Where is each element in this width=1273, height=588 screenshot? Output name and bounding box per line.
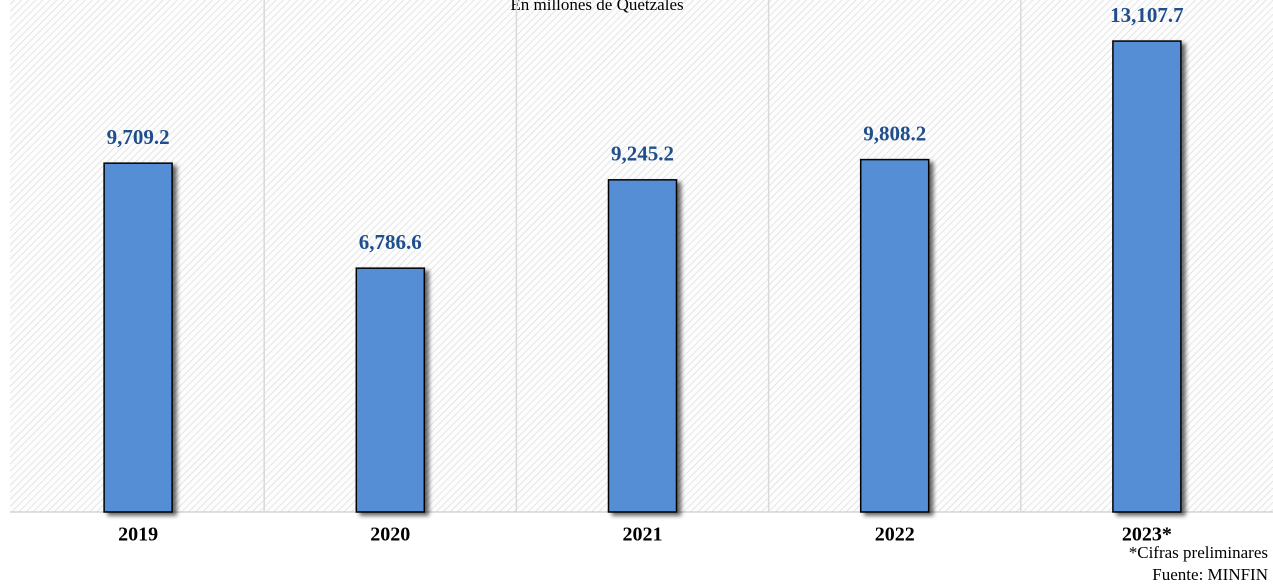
chart-subtitle: En millones de Quetzales [510,0,683,14]
value-label: 9,709.2 [107,125,170,149]
value-label: 9,808.2 [863,121,926,145]
x-tick-label: 2020 [370,524,410,546]
bar [859,158,930,513]
bar [103,162,173,513]
value-label: 9,245.2 [611,142,674,166]
footnote: *Cifras preliminares [1129,543,1268,562]
value-label: 6,786.6 [359,230,422,254]
bar [1112,40,1182,513]
bar [607,179,678,513]
x-tick-label: 2023* [1122,524,1172,546]
source-note: Fuente: MINFIN [1152,565,1268,584]
x-tick-label: 2022 [875,524,915,546]
x-tick-label: 2021 [623,524,663,546]
x-tick-label: 2019 [118,524,158,546]
bar [355,267,426,513]
value-label: 13,107.7 [1110,3,1184,27]
